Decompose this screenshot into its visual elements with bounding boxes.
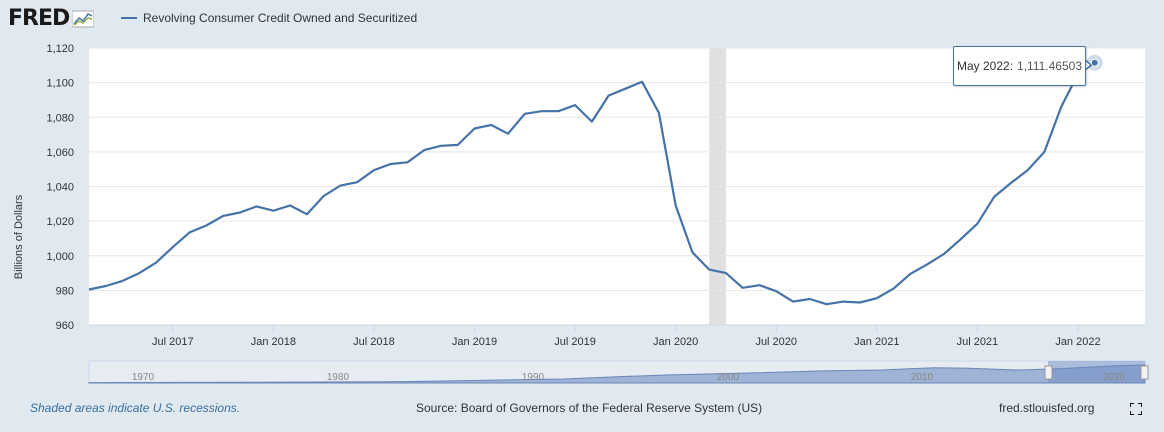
y-tick-label: 1,120 <box>46 43 74 55</box>
x-tick-label: Jul 2018 <box>353 336 395 348</box>
y-tick-label: 1,060 <box>46 147 74 159</box>
legend-label: Revolving Consumer Credit Owned and Secu… <box>143 11 418 25</box>
hover-point <box>1090 58 1099 67</box>
x-tick-label: Jan 2020 <box>653 336 698 348</box>
navigator-label: 1990 <box>522 372 545 383</box>
navigator-series <box>88 364 1146 384</box>
y-tick-label: 1,080 <box>46 112 74 124</box>
navigator-handle-left[interactable] <box>1044 365 1053 380</box>
navigator[interactable]: 1970 1980 1990 2000 2010 2020 <box>88 360 1149 384</box>
x-tick-label: Jan 2021 <box>854 336 899 348</box>
x-tick-label: Jan 2018 <box>251 336 296 348</box>
source-text: Source: Board of Governors of the Federa… <box>416 401 763 415</box>
navigator-selection <box>1048 361 1145 383</box>
y-tick-label: 1,040 <box>46 182 74 194</box>
y-tick-label: 1,100 <box>46 78 74 90</box>
x-tick-label: Jul 2020 <box>755 336 797 348</box>
tooltip-date: May 2022: <box>957 59 1014 73</box>
navigator-label: 2000 <box>717 372 740 383</box>
logo-text: FRED <box>8 6 70 31</box>
y-tick-label: 960 <box>56 320 74 332</box>
navigator-handle-right[interactable] <box>1140 365 1149 380</box>
tooltip: May 2022: 1,111.46503 <box>953 46 1086 86</box>
series-legend[interactable]: Revolving Consumer Credit Owned and Secu… <box>121 11 417 25</box>
tooltip-arrow-inner <box>1083 59 1090 71</box>
tooltip-value: 1,111.46503 <box>1017 59 1082 73</box>
fred-logo[interactable]: FRED <box>8 6 95 31</box>
navigator-label: 1970 <box>132 372 155 383</box>
x-tick-label: Jul 2017 <box>152 336 194 348</box>
recession-note: Shaded areas indicate U.S. recessions. <box>30 401 241 415</box>
y-tick-label: 1,020 <box>46 216 74 228</box>
navigator-label: 1980 <box>327 372 350 383</box>
fred-chart-icon <box>72 10 95 27</box>
site-link[interactable]: fred.stlouisfed.org <box>999 401 1095 415</box>
x-tick-label: Jul 2019 <box>554 336 596 348</box>
fullscreen-icon[interactable] <box>1130 403 1142 415</box>
legend-swatch <box>121 17 137 19</box>
x-tick-label: Jan 2022 <box>1055 336 1100 348</box>
navigator-label: 2010 <box>911 372 934 383</box>
series-line <box>88 61 1096 306</box>
x-tick-label: Jul 2021 <box>957 336 999 348</box>
navigator-label: 2020 <box>1103 372 1126 383</box>
x-ticks: Jul 2017 Jan 2018 Jul 2018 Jan 2019 Jul 2019… <box>89 324 1145 348</box>
y-tick-label: 1,000 <box>46 251 74 263</box>
y-ticks: 960 980 1,000 1,020 1,040 1,060 1,080 1,100 1,12… <box>46 43 74 332</box>
y-tick-label: 980 <box>56 285 74 297</box>
x-tick-label: Jan 2019 <box>452 336 497 348</box>
